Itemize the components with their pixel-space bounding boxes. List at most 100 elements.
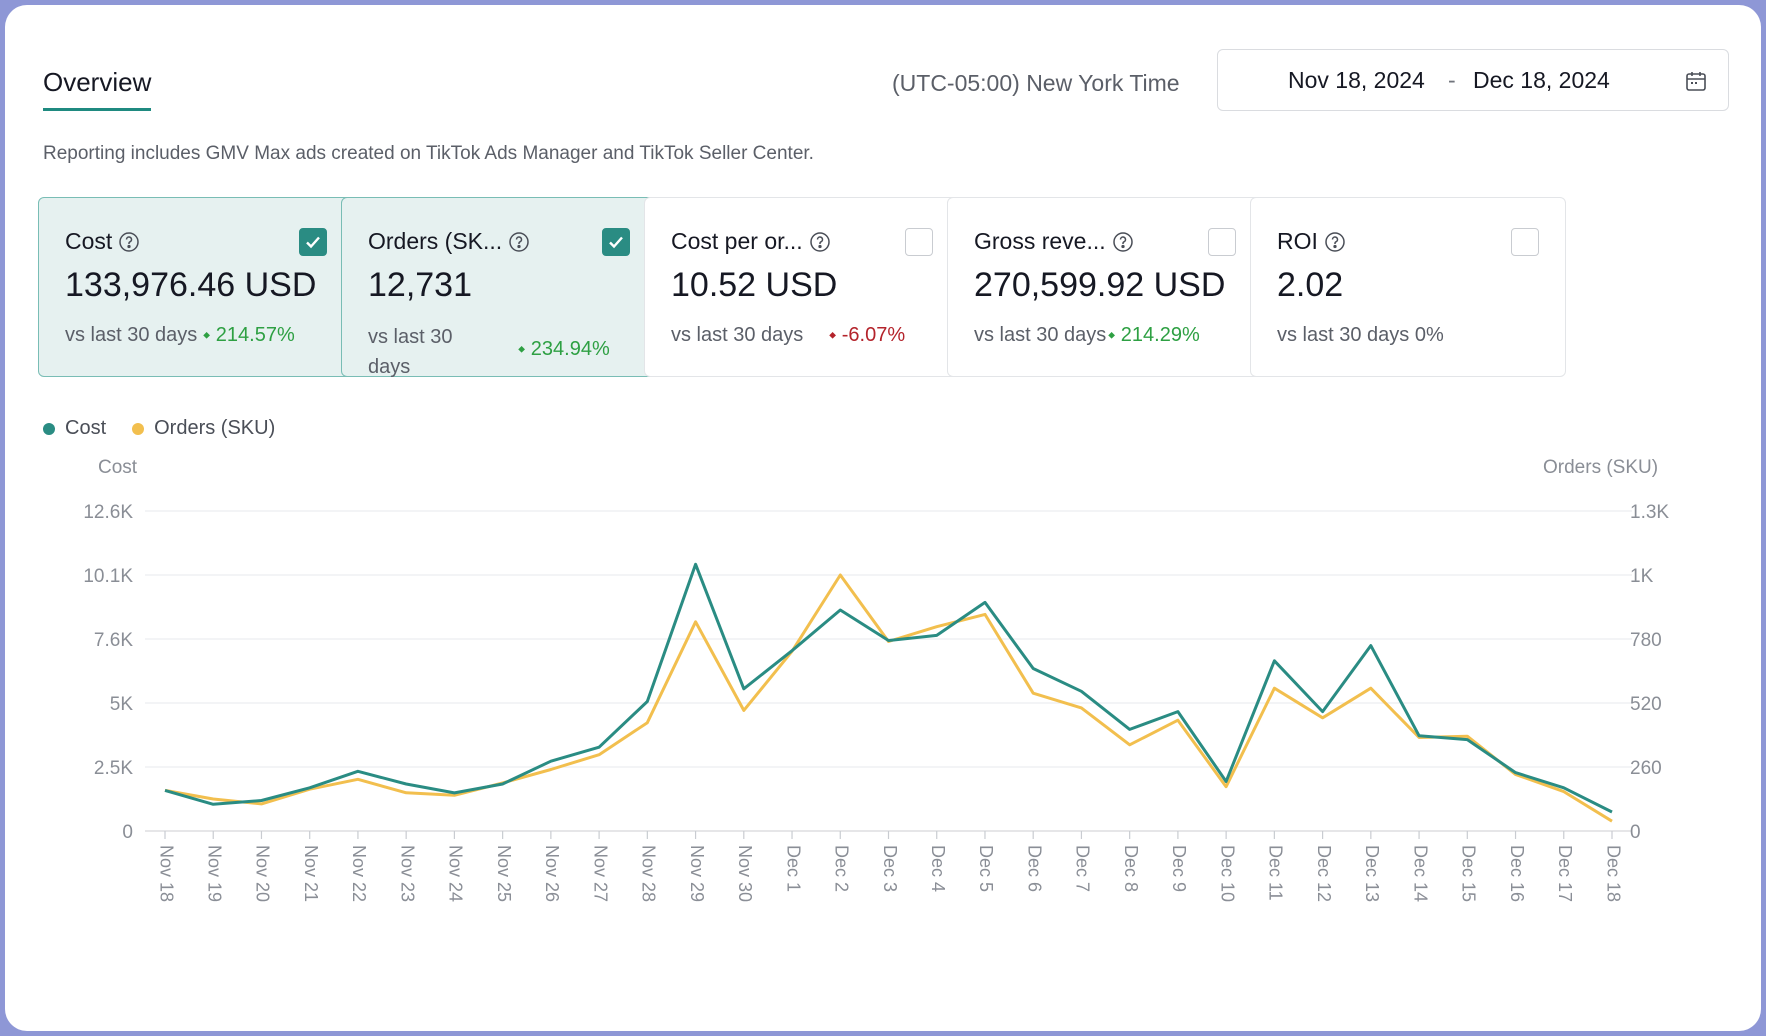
y-left-tick-label: 0: [122, 822, 133, 843]
x-tick-label: Nov 21: [301, 845, 321, 902]
help-circle-icon[interactable]: [1324, 231, 1346, 253]
y-right-tick-label: 520: [1630, 694, 1662, 715]
metric-card-title-text: Gross reve...: [974, 228, 1106, 254]
check-icon: [306, 236, 320, 249]
metric-compare-label: vs last 30 days: [65, 324, 198, 346]
metric-card-title-text: Cost per or...: [671, 228, 803, 254]
metric-delta: ⬩ 214.29%: [1108, 324, 1200, 346]
x-tick-label: Dec 8: [1121, 845, 1141, 892]
calendar-icon[interactable]: [1684, 69, 1708, 93]
x-tick-label: Dec 12: [1314, 845, 1334, 902]
y-right-tick-label: 780: [1630, 630, 1662, 651]
metric-checkbox[interactable]: [905, 228, 933, 256]
x-tick-label: Dec 13: [1362, 845, 1382, 902]
legend-item-orders[interactable]: Orders (SKU): [132, 417, 275, 440]
metric-delta: ⬩ -6.07%: [829, 324, 906, 346]
metric-value: 2.02: [1277, 266, 1344, 304]
x-tick-label: Nov 30: [735, 845, 755, 902]
metric-delta: ⬩ 234.94%: [518, 338, 610, 360]
metric-card-title: ROI: [1277, 228, 1346, 255]
reporting-notice: Reporting includes GMV Max ads created o…: [43, 143, 814, 164]
chart-legend: Cost Orders (SKU): [43, 417, 301, 440]
metric-card-cost-per-order[interactable]: Cost per or... 10.52 USD vs last 30 days…: [644, 197, 960, 377]
y-axis-left-title: Cost: [98, 457, 138, 478]
timezone-label: (UTC-05:00) New York Time: [892, 70, 1180, 96]
x-tick-label: Nov 25: [494, 845, 514, 902]
metric-card-orders[interactable]: Orders (SK... 12,731 vs last 30 days ⬩ 2…: [341, 197, 657, 378]
metric-checkbox[interactable]: [1511, 228, 1539, 256]
metric-value: 10.52 USD: [671, 266, 838, 304]
y-right-tick-label: 0: [1630, 822, 1641, 843]
metric-compare-label: vs last 30 days: [671, 324, 804, 346]
metric-checkbox[interactable]: [602, 228, 630, 256]
metric-compare-label: vs last 30 days 0%: [1277, 324, 1444, 347]
x-tick-label: Nov 27: [590, 845, 610, 902]
help-circle-icon[interactable]: [508, 231, 530, 253]
metric-delta-value: 234.94%: [530, 338, 610, 360]
y-axis-right-title: Orders (SKU): [1543, 457, 1659, 478]
x-tick-label: Dec 3: [880, 845, 900, 892]
metric-card-title: Gross reve...: [974, 228, 1134, 255]
x-tick-label: Dec 18: [1603, 845, 1623, 902]
metric-card-roi[interactable]: ROI 2.02 vs last 30 days 0%: [1250, 197, 1566, 377]
metric-delta: ⬩ 214.57%: [203, 324, 295, 346]
metric-checkbox[interactable]: [1208, 228, 1236, 256]
legend-item-cost[interactable]: Cost: [43, 417, 106, 440]
y-right-tick-label: 1K: [1630, 566, 1654, 587]
y-left-tick-label: 7.6K: [94, 630, 133, 651]
x-tick-label: Dec 14: [1410, 845, 1430, 902]
x-tick-label: Nov 20: [253, 845, 273, 902]
y-right-tick-label: 1.3K: [1630, 502, 1669, 523]
metric-delta-value: 214.29%: [1120, 324, 1200, 346]
metric-card-gross-revenue[interactable]: Gross reve... 270,599.92 USD vs last 30 …: [947, 197, 1263, 377]
x-tick-label: Dec 6: [1024, 845, 1044, 892]
metric-card-title-text: Cost: [65, 228, 113, 254]
x-tick-label: Dec 15: [1459, 845, 1479, 902]
x-tick-label: Dec 5: [976, 845, 996, 892]
x-tick-label: Dec 17: [1555, 845, 1575, 902]
legend-label: Cost: [65, 417, 107, 439]
x-tick-label: Dec 2: [832, 845, 852, 892]
date-range-picker[interactable]: Nov 18, 2024 - Dec 18, 2024: [1217, 49, 1729, 111]
metric-delta-value: 0%: [1414, 324, 1444, 346]
x-tick-label: Dec 10: [1217, 845, 1237, 902]
help-circle-icon[interactable]: [118, 231, 140, 253]
metric-value: 12,731: [368, 266, 472, 304]
metric-delta-value: -6.07%: [841, 324, 906, 346]
metric-compare-label: vs last 30 days: [974, 324, 1107, 346]
x-tick-label: Dec 7: [1073, 845, 1093, 892]
x-tick-label: Nov 26: [542, 845, 562, 902]
x-tick-label: Nov 22: [349, 845, 369, 902]
x-tick-label: Dec 9: [1169, 845, 1189, 892]
x-tick-label: Nov 18: [156, 845, 176, 902]
check-icon: [609, 236, 623, 249]
y-left-tick-label: 5K: [110, 694, 134, 715]
tab-overview[interactable]: Overview: [43, 67, 152, 111]
y-left-tick-label: 10.1K: [83, 566, 133, 587]
legend-dot: [132, 422, 145, 435]
metric-compare-text: vs last 30 days: [1277, 324, 1410, 346]
overview-panel: Overview (UTC-05:00) New York Time Nov 1…: [5, 5, 1761, 1031]
date-end[interactable]: Dec 18, 2024: [1473, 66, 1610, 93]
metric-card-cost[interactable]: Cost 133,976.46 USD vs last 30 days ⬩ 21…: [38, 197, 354, 377]
date-start[interactable]: Nov 18, 2024: [1288, 66, 1425, 93]
metric-card-title: Cost per or...: [671, 228, 831, 255]
date-separator: -: [1448, 66, 1456, 93]
metric-delta-value: 214.57%: [215, 324, 295, 346]
y-left-tick-label: 12.6K: [83, 502, 133, 523]
metric-value: 133,976.46 USD: [65, 266, 317, 304]
x-tick-label: Nov 19: [204, 845, 224, 902]
metric-card-title-text: Orders (SK...: [368, 228, 503, 254]
metric-checkbox[interactable]: [299, 228, 327, 256]
x-tick-label: Nov 24: [446, 845, 466, 902]
x-tick-label: Nov 29: [687, 845, 707, 902]
x-tick-label: Dec 16: [1507, 845, 1527, 902]
legend-dot: [43, 422, 55, 435]
metric-card-title-text: ROI: [1277, 228, 1318, 254]
x-tick-label: Nov 23: [397, 845, 417, 902]
x-tick-label: Dec 11: [1266, 845, 1286, 901]
series-line-cost: [164, 562, 1613, 814]
help-circle-icon[interactable]: [809, 231, 831, 253]
x-tick-label: Nov 28: [639, 845, 659, 902]
help-circle-icon[interactable]: [1112, 231, 1134, 253]
